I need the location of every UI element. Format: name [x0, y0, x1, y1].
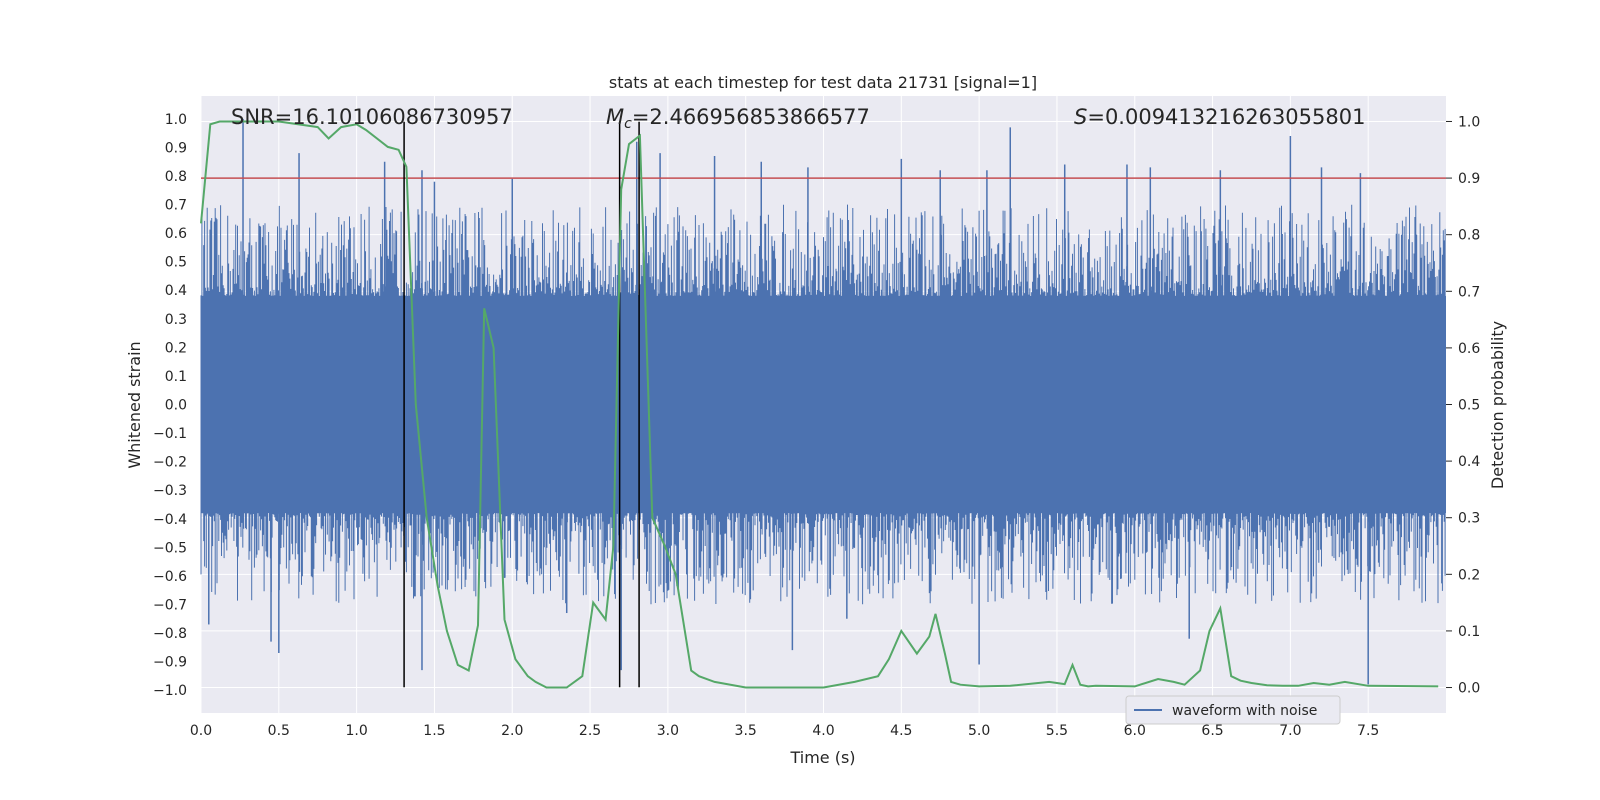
- legend-box: [1125, 695, 1341, 725]
- x-tick-label: 7.5: [1357, 723, 1379, 739]
- y-tick-label: 0.9: [165, 140, 187, 156]
- y2-tick-label: 0.4: [1458, 454, 1480, 470]
- y-tick-label: −0.9: [153, 655, 187, 671]
- y2-tick-label: 0.6: [1458, 341, 1480, 357]
- x-tick-label: 3.0: [657, 723, 679, 739]
- legend: waveform with noise: [1125, 695, 1341, 725]
- y-tick-label: 0.4: [165, 283, 187, 299]
- x-tick-label: 6.5: [1201, 723, 1223, 739]
- chirp-mass-value: =2.466956853866577: [632, 105, 870, 129]
- x-axis-ticks: 0.0 0.5 1.0 1.5 2.0 2.5 3.0 3.5 4.0 4.5 5.0 5.5 6.0 6…: [190, 723, 1379, 739]
- x-tick-label: 0.0: [190, 723, 212, 739]
- snr-annotation: SNR=16.10106086730957: [231, 105, 513, 129]
- y-tick-label: −0.5: [153, 540, 187, 556]
- y2-tick-label: 0.9: [1458, 171, 1480, 187]
- y-tick-label: 0.1: [165, 369, 187, 385]
- y2-tick-label: 0.2: [1458, 567, 1480, 583]
- legend-label: waveform with noise: [1172, 703, 1317, 719]
- y-tick-label: −0.8: [153, 626, 187, 642]
- x-tick-label: 7.0: [1279, 723, 1301, 739]
- y-axis-label: Whitened strain: [125, 341, 144, 468]
- x-tick-label: 2.0: [501, 723, 523, 739]
- x-tick-label: 4.0: [812, 723, 834, 739]
- y-tick-label: −0.1: [153, 426, 187, 442]
- y2-tick-label: 0.3: [1458, 511, 1480, 527]
- y-tick-label: 0.5: [165, 255, 187, 271]
- y-tick-label: 0.6: [165, 226, 187, 242]
- y-tick-label: −0.3: [153, 483, 187, 499]
- x-tick-label: 0.5: [268, 723, 290, 739]
- y-tick-label: −0.6: [153, 569, 187, 585]
- y-tick-label: 0.0: [165, 398, 187, 414]
- y2-tick-label: 0.5: [1458, 398, 1480, 414]
- x-axis-label: Time (s): [789, 748, 855, 767]
- x-tick-label: 1.5: [423, 723, 445, 739]
- waveform-with-noise-series: [200, 118, 1446, 685]
- x-tick-label: 1.0: [345, 723, 367, 739]
- y2-tick-label: 0.8: [1458, 228, 1480, 244]
- x-tick-label: 5.5: [1046, 723, 1068, 739]
- y2-tick-label: 0.0: [1458, 681, 1480, 697]
- y-tick-label: 0.2: [165, 340, 187, 356]
- y-tick-label: −0.7: [153, 597, 187, 613]
- y-tick-label: −1.0: [153, 683, 187, 699]
- detection-probability-line: [200, 120, 1439, 689]
- chirp-mass-symbol: M: [606, 105, 624, 129]
- y-tick-label: −0.2: [153, 455, 187, 471]
- x-tick-label: 2.5: [579, 723, 601, 739]
- s-annotation: S=0.009413216263055801: [1074, 105, 1365, 129]
- y-tick-label: 1.0: [165, 112, 187, 128]
- s-symbol: S: [1074, 105, 1087, 129]
- x-tick-label: 5.0: [968, 723, 990, 739]
- y-tick-label: −0.4: [153, 512, 187, 528]
- s-value: =0.009413216263055801: [1087, 105, 1365, 129]
- x-tick-label: 6.0: [1124, 723, 1146, 739]
- chirp-mass-subscript: c: [624, 116, 632, 132]
- y-tick-label: 0.8: [165, 169, 187, 185]
- y-tick-label: 0.7: [165, 198, 187, 214]
- y2-tick-label: 0.1: [1458, 624, 1480, 640]
- chirp-mass-annotation: Mc=2.466956853866577: [606, 105, 870, 132]
- y2-axis-label: Detection probability: [1488, 321, 1507, 489]
- x-tick-label: 4.5: [890, 723, 912, 739]
- detection-probability-series: [200, 120, 1439, 689]
- y2-tick-label: 0.7: [1458, 284, 1480, 300]
- y2-axis-ticks: 0.0 0.1 0.2 0.3 0.4 0.5 0.6 0.7 0.8 0.9 1.0: [1446, 114, 1480, 697]
- x-tick-label: 3.5: [735, 723, 757, 739]
- y2-tick-label: 1.0: [1458, 114, 1480, 130]
- y-axis-ticks: −1.0 −0.9 −0.8 −0.7 −0.6 −0.5 −0.4 −0.3 −0.2 −0.1…: [153, 112, 187, 699]
- y-tick-label: 0.3: [165, 312, 187, 328]
- chart-title: stats at each timestep for test data 217…: [609, 73, 1037, 92]
